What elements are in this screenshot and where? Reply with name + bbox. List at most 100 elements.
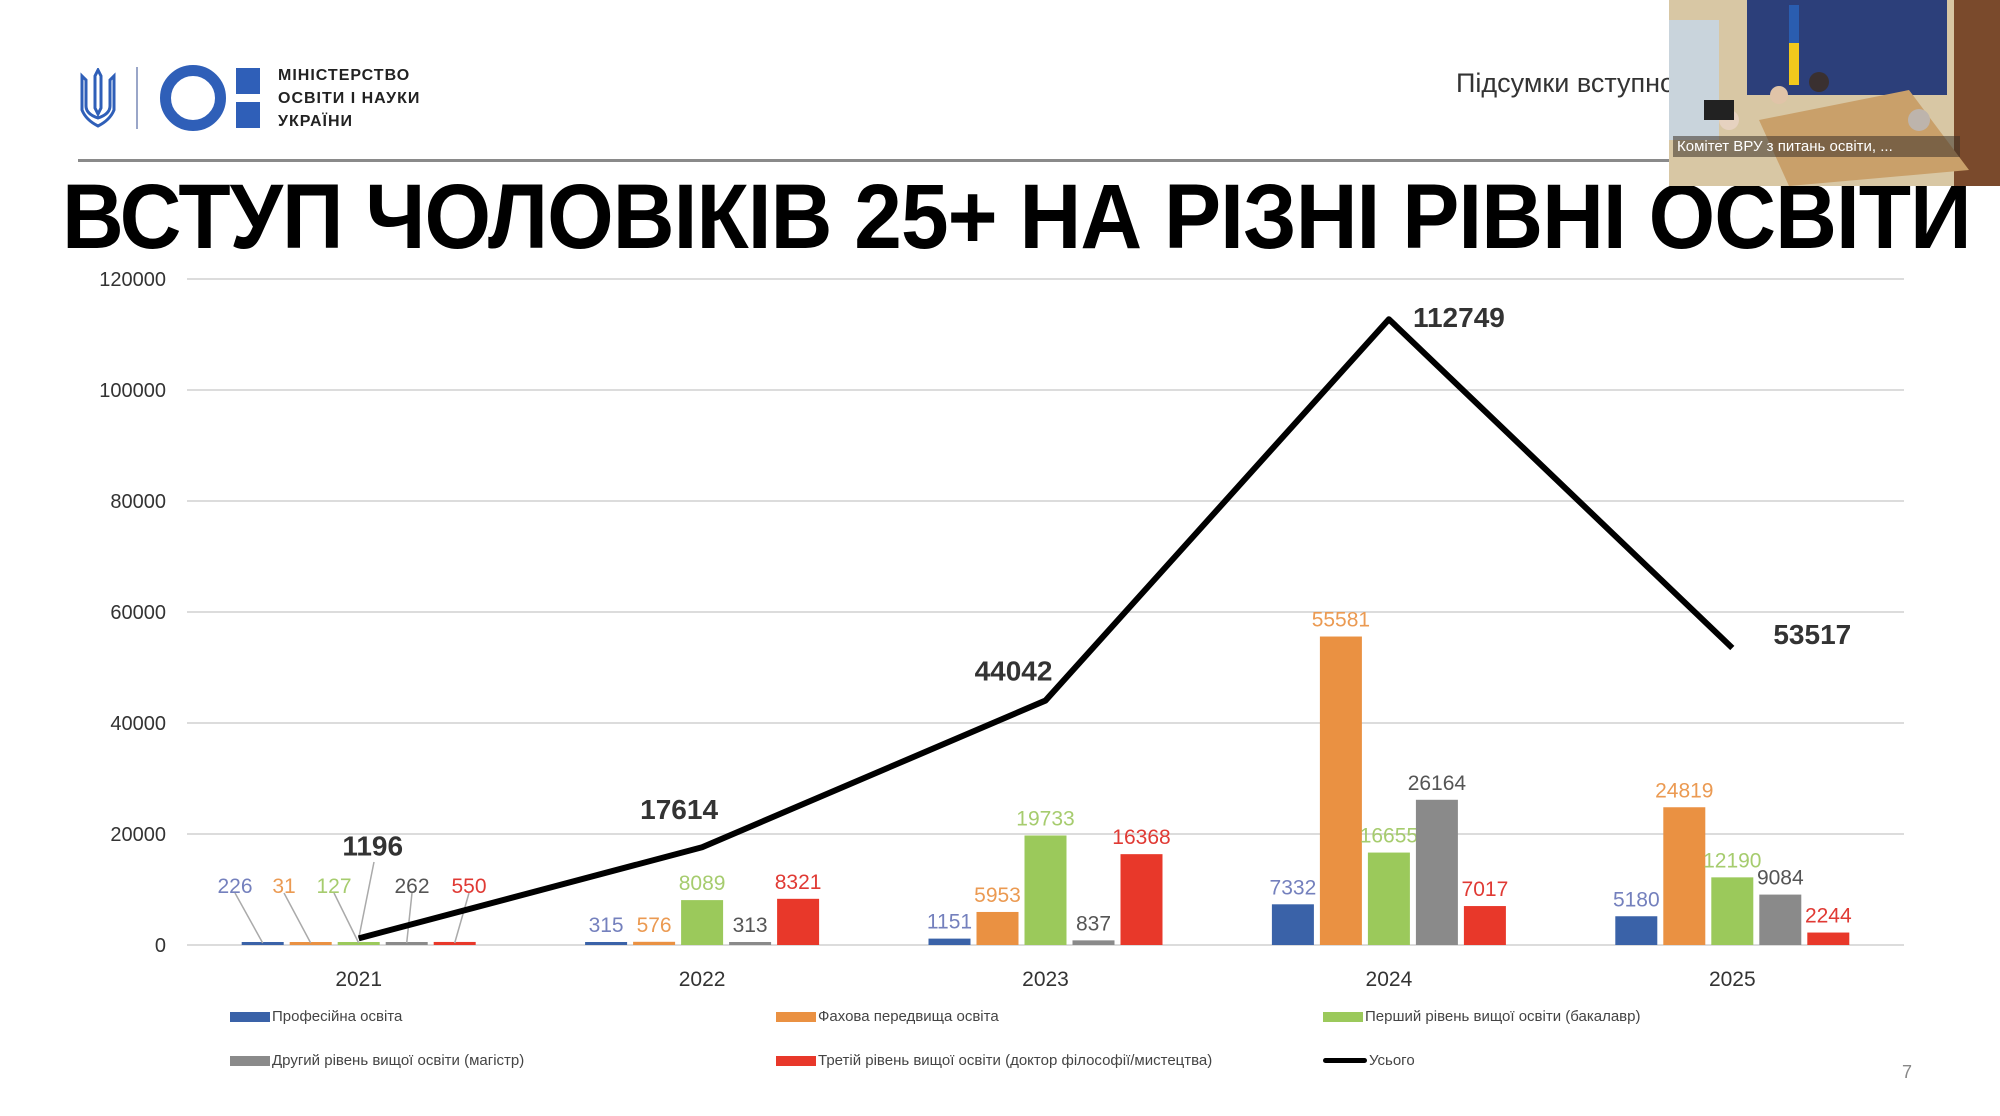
bar xyxy=(976,911,1019,945)
bar xyxy=(1711,877,1754,945)
legend-item: Другий рівень вищої освіти (магістр) xyxy=(230,1052,524,1069)
data-label: 5180 xyxy=(1613,888,1660,911)
y-tick-label: 60000 xyxy=(110,602,166,624)
legend-item: Професійна освіта xyxy=(230,1008,402,1025)
slide-subtitle: Підсумки вступної xyxy=(1456,68,1683,98)
total-label: 44042 xyxy=(975,656,1053,687)
bar xyxy=(337,942,380,945)
legend-item: Усього xyxy=(1323,1052,1415,1069)
data-label: 55581 xyxy=(1312,609,1370,632)
total-label: 1196 xyxy=(342,830,403,861)
logo-squares xyxy=(236,68,260,128)
legend-label: Перший рівень вищої освіти (бакалавр) xyxy=(1365,1008,1641,1025)
data-label: 12190 xyxy=(1703,849,1761,872)
data-label: 19733 xyxy=(1016,807,1074,830)
logo-divider xyxy=(136,67,138,129)
bar xyxy=(241,942,284,945)
data-label: 26164 xyxy=(1408,772,1467,795)
ministry-logo: МІНІСТЕРСТВО ОСВІТИ І НАУКИ УКРАЇНИ xyxy=(78,62,420,134)
y-tick-label: 0 xyxy=(155,935,166,957)
legend-swatch xyxy=(230,1055,270,1066)
bar xyxy=(1759,894,1802,945)
data-label: 16368 xyxy=(1112,826,1170,849)
data-label: 8089 xyxy=(679,872,726,895)
data-label: 315 xyxy=(589,914,624,937)
bar xyxy=(1415,799,1458,945)
leader-line xyxy=(453,892,470,944)
y-tick-label: 100000 xyxy=(99,380,166,402)
bar xyxy=(633,941,676,945)
y-tick-label: 40000 xyxy=(110,713,166,735)
legend-label: Фахова передвища освіта xyxy=(818,1008,999,1025)
bar xyxy=(289,942,332,945)
data-label: 262 xyxy=(394,875,429,898)
logo-text: МІНІСТЕРСТВО ОСВІТИ І НАУКИ УКРАЇНИ xyxy=(278,64,420,133)
legend-swatch xyxy=(776,1011,816,1022)
total-label: 17614 xyxy=(640,794,718,825)
leader-line xyxy=(333,892,360,944)
bar xyxy=(1024,835,1067,945)
data-label: 8321 xyxy=(775,871,822,894)
leader-line xyxy=(405,892,413,944)
slide-title: ВСТУП ЧОЛОВІКІВ 25+ НА РІЗНІ РІВНІ ОСВІТ… xyxy=(62,166,1972,268)
bar xyxy=(1120,854,1163,945)
bar xyxy=(1463,906,1506,945)
total-label: 53517 xyxy=(1773,619,1851,650)
data-label: 9084 xyxy=(1757,867,1804,890)
x-tick-label: 2025 xyxy=(1709,968,1756,991)
legend-label: Другий рівень вищої освіти (магістр) xyxy=(272,1052,525,1069)
data-label: 226 xyxy=(217,875,252,898)
logo-line-2: ОСВІТИ І НАУКИ xyxy=(278,89,421,107)
data-label: 16655 xyxy=(1360,825,1418,848)
logo-line-1: МІНІСТЕРСТВО xyxy=(278,66,411,84)
legend-label: Усього xyxy=(1369,1052,1415,1069)
page-number: 7 xyxy=(1902,1062,1913,1082)
legend-label: Третій рівень вищої освіти (доктор філос… xyxy=(818,1052,1213,1069)
x-tick-label: 2023 xyxy=(1022,968,1069,991)
legend-swatch xyxy=(230,1011,270,1022)
data-label: 313 xyxy=(733,914,768,937)
leader-line xyxy=(357,861,375,939)
y-tick-label: 20000 xyxy=(110,824,166,846)
bar xyxy=(1367,852,1410,945)
bar xyxy=(681,900,724,945)
x-tick-label: 2022 xyxy=(679,968,726,991)
logo-ring xyxy=(160,65,226,131)
bar xyxy=(1271,904,1314,945)
bar xyxy=(777,898,820,945)
data-label: 7017 xyxy=(1462,878,1509,901)
legend-swatch xyxy=(1323,1058,1367,1063)
bar xyxy=(928,938,971,945)
video-caption: Комітет ВРУ з питань освіти, ... xyxy=(1673,136,1960,157)
total-line xyxy=(357,316,1735,942)
legend-item: Перший рівень вищої освіти (бакалавр) xyxy=(1323,1008,1641,1025)
bar xyxy=(1319,636,1362,945)
bar xyxy=(385,942,428,945)
legend-swatch xyxy=(776,1055,816,1066)
trident-icon xyxy=(80,68,116,128)
leader-line xyxy=(234,892,264,944)
legend-swatch xyxy=(1323,1011,1363,1022)
data-label: 24819 xyxy=(1655,779,1713,802)
bar xyxy=(1807,932,1850,945)
logo-line-3: УКРАЇНИ xyxy=(278,112,354,130)
legend-label: Професійна освіта xyxy=(272,1008,403,1025)
bar xyxy=(1072,940,1115,945)
x-tick-label: 2021 xyxy=(335,968,382,991)
legend-item: Третій рівень вищої освіти (доктор філос… xyxy=(776,1052,1212,1069)
data-label: 550 xyxy=(451,875,486,898)
bar xyxy=(585,942,628,945)
data-label: 31 xyxy=(272,875,295,898)
y-tick-label: 120000 xyxy=(99,269,166,291)
leader-line xyxy=(283,892,312,944)
x-tick-label: 2024 xyxy=(1366,968,1413,991)
bar xyxy=(1615,916,1658,945)
data-label: 7332 xyxy=(1270,876,1317,899)
total-label: 112749 xyxy=(1413,302,1505,333)
bar xyxy=(729,942,772,945)
video-thumbnail[interactable]: Комітет ВРУ з питань освіти, ... xyxy=(1669,0,2000,186)
data-label: 837 xyxy=(1076,912,1111,935)
y-tick-label: 80000 xyxy=(110,491,166,513)
bar xyxy=(433,941,476,945)
